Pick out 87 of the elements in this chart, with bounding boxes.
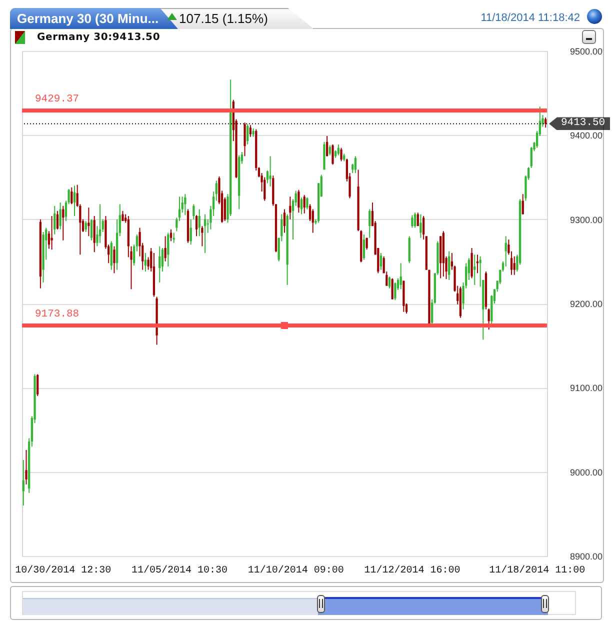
y-tick-label: 9200.00: [570, 299, 602, 309]
x-tick-label: 11/10/2014 09:00: [248, 564, 344, 576]
candlestick: [470, 247, 473, 279]
candlestick: [448, 250, 450, 280]
candlestick: [90, 218, 93, 241]
candlestick: [522, 194, 524, 215]
candlestick: [513, 256, 516, 276]
candlestick: [332, 144, 334, 166]
candlestick: [298, 189, 300, 214]
candlestick: [300, 196, 303, 215]
candlestick: [167, 232, 170, 267]
candlestick: [411, 214, 414, 228]
y-tick-label: 9000.00: [570, 467, 602, 478]
candlestick: [201, 226, 204, 247]
ref-line-label: 9413.50: [561, 117, 606, 130]
candlestick: [391, 278, 394, 300]
y-tick-label: 9400.00: [570, 130, 602, 141]
x-tick-label: 10/30/2014 12:30: [15, 564, 112, 576]
candlestick: [488, 308, 490, 330]
candlestick: [408, 236, 410, 264]
candlestick: [362, 234, 366, 260]
candlestick: [283, 208, 286, 234]
candlestick: [380, 252, 382, 270]
candlestick: [190, 218, 192, 246]
candlestick: [420, 214, 422, 238]
candlestick: [110, 240, 112, 270]
candlestick: [224, 196, 226, 222]
candlestick: [328, 144, 331, 156]
y-tick-label: 9100.00: [570, 383, 602, 394]
candlestick: [195, 214, 198, 237]
candlestick: [368, 208, 371, 238]
candlestick: [144, 252, 147, 272]
x-tick-label: 11/18/2014 11:00: [489, 564, 586, 576]
candlestick: [70, 186, 73, 205]
candlestick: [400, 262, 402, 290]
candlestick: [394, 282, 396, 301]
candlestick: [84, 220, 87, 232]
candlestick: [73, 185, 76, 216]
chart-title: Germany 30 (30 Minu...: [17, 10, 159, 27]
candlestick: [416, 212, 419, 227]
legend-label: Germany 30:9413.50: [37, 31, 160, 44]
candlestick: [382, 256, 385, 274]
candlestick: [474, 254, 476, 286]
y-tick-label: 9300.00: [570, 214, 602, 225]
candlestick: [269, 156, 272, 188]
candlestick: [164, 236, 166, 262]
candlestick: [246, 124, 249, 145]
ref-line-label: 9173.88: [35, 308, 80, 320]
candlestick: [504, 236, 507, 267]
candlestick: [289, 196, 292, 220]
candlestick: [204, 214, 206, 254]
candlestick: [244, 122, 246, 157]
x-tick-label: 11/12/2014 16:00: [364, 564, 460, 576]
candlestick: [530, 146, 532, 168]
text: 107.15 (1.15%): [179, 10, 268, 27]
candlestick: [25, 449, 28, 485]
candlestick: [198, 208, 200, 237]
candlestick: [170, 228, 172, 242]
candlestick: [354, 156, 357, 174]
candlestick: [56, 210, 59, 230]
candlestick: [62, 205, 64, 241]
candlestick: [93, 215, 96, 253]
candlestick: [388, 276, 391, 289]
candlestick: [303, 194, 306, 214]
candlestick: [158, 246, 161, 283]
x-tick-label: 11/05/2014 10:30: [131, 564, 228, 576]
y-tick-label: 9500.00: [570, 46, 602, 56]
candlestick: [113, 246, 116, 274]
text: 11/18/2014 11:18:42: [480, 11, 580, 25]
y-tick-label: 8900.00: [570, 552, 602, 562]
candlestick: [249, 124, 252, 138]
candlestick: [54, 205, 56, 235]
candlestick: [88, 207, 90, 237]
candlestick: [98, 204, 102, 244]
candlestick: [184, 194, 186, 216]
candlestick: [36, 374, 39, 397]
candlestick: [50, 215, 53, 250]
candlestick: [192, 204, 195, 220]
candlestick: [306, 196, 308, 210]
candlestick: [326, 136, 328, 157]
candlestick: [264, 176, 266, 202]
candlestick: [544, 116, 547, 128]
candlestick: [414, 212, 416, 228]
candlestick: [22, 460, 24, 506]
candlestick: [59, 202, 62, 230]
ref-line-label: 9429.37: [35, 93, 80, 106]
candlestick: [340, 147, 342, 162]
